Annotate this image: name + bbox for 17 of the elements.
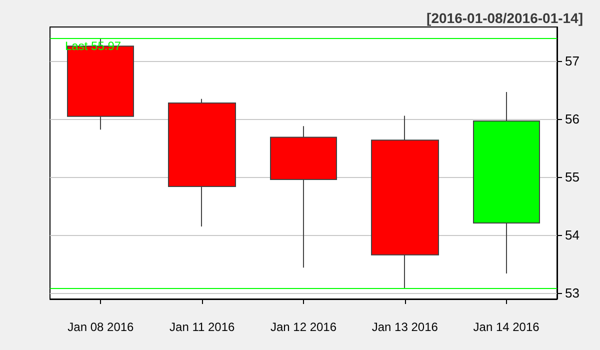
x-tick-label: Jan 11 2016	[170, 320, 236, 334]
y-tick-label: 54	[565, 228, 580, 243]
x-tick-label: Jan 13 2016	[372, 320, 438, 334]
y-tick-label: 53	[565, 286, 580, 301]
ref-line-label: Last 55.97	[65, 39, 122, 54]
candlestick	[371, 115, 439, 290]
candlestick	[473, 91, 540, 274]
x-tick-label: Jan 14 2016	[473, 320, 540, 334]
y-tick-label: 56	[565, 112, 580, 127]
y-tick-label: 57	[565, 54, 580, 69]
x-tick-label: Jan 12 2016	[270, 320, 337, 334]
chart-title: [2016-01-08/2016-01-14]	[426, 10, 584, 26]
x-tick-label: Jan 08 2016	[68, 320, 134, 334]
candlestick	[67, 38, 134, 130]
candlestick	[270, 126, 337, 268]
y-tick-label: 55	[565, 170, 580, 185]
candlestick	[168, 98, 236, 228]
